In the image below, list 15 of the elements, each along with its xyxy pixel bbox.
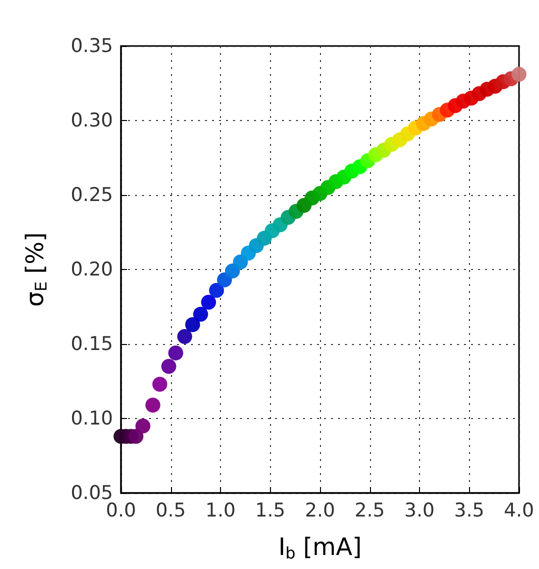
y-axis-title: σE [%] bbox=[21, 232, 50, 307]
x-tick-label: 0.5 bbox=[156, 500, 186, 522]
x-tick-label: 2.5 bbox=[354, 500, 385, 522]
x-tick-label: 1.5 bbox=[255, 500, 286, 522]
x-tick-label: 2.0 bbox=[304, 500, 336, 522]
y-tick-label: 0.30 bbox=[70, 110, 113, 132]
x-tick-label: 4.0 bbox=[504, 500, 534, 522]
x-tick-label: 3.5 bbox=[454, 500, 484, 522]
y-tick-label: 0.25 bbox=[70, 184, 113, 206]
x-tick-label: 3.0 bbox=[404, 500, 435, 522]
y-tick-label: 0.15 bbox=[70, 333, 113, 355]
y-tick-label: 0.20 bbox=[70, 258, 113, 280]
x-tick-label: 1.0 bbox=[205, 500, 236, 522]
y-tick-label: 0.35 bbox=[70, 35, 113, 57]
y-tick-label: 0.10 bbox=[70, 408, 113, 430]
